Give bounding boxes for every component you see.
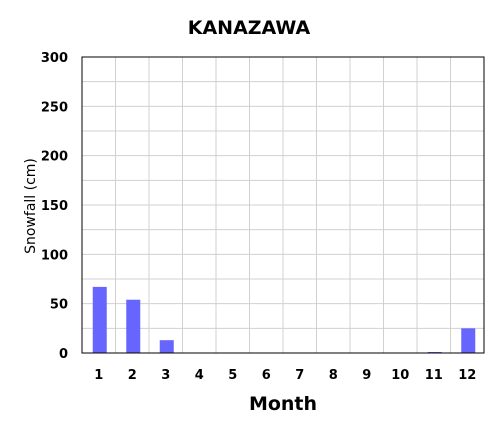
x-tick-label: 5 [228, 368, 237, 383]
chart-title: KANAZAWA [188, 17, 311, 39]
y-axis-ticks: 0 50 100 150 200 250 300 [41, 51, 68, 362]
bar-month-12 [461, 328, 476, 353]
y-axis-label: Snowfall (cm) [23, 158, 39, 254]
bar-month-2 [126, 299, 141, 353]
y-tick-label: 200 [41, 150, 68, 165]
x-tick-label: 11 [425, 368, 443, 383]
x-tick-label: 4 [195, 368, 204, 383]
y-tick-label: 150 [41, 199, 68, 214]
x-tick-label: 6 [262, 368, 271, 383]
y-tick-label: 50 [50, 298, 68, 313]
y-tick-label: 300 [41, 51, 68, 66]
bar-month-3 [159, 340, 174, 353]
x-tick-label: 10 [391, 368, 409, 383]
x-tick-label: 3 [161, 368, 170, 383]
y-tick-label: 100 [41, 248, 68, 263]
x-tick-label: 9 [362, 368, 371, 383]
y-tick-label: 250 [41, 100, 68, 115]
grid [82, 57, 484, 353]
bars [92, 286, 476, 354]
x-axis-ticks: 1 2 3 4 5 6 7 8 9 10 11 12 [94, 368, 476, 383]
x-tick-label: 8 [329, 368, 338, 383]
x-tick-label: 7 [295, 368, 304, 383]
y-tick-label: 0 [59, 347, 68, 362]
x-tick-label: 2 [128, 368, 137, 383]
bar-month-1 [92, 286, 107, 353]
x-tick-label: 1 [94, 368, 103, 383]
x-tick-label: 12 [458, 368, 476, 383]
plot-frame [81, 56, 485, 354]
x-axis-label: Month [249, 393, 317, 415]
